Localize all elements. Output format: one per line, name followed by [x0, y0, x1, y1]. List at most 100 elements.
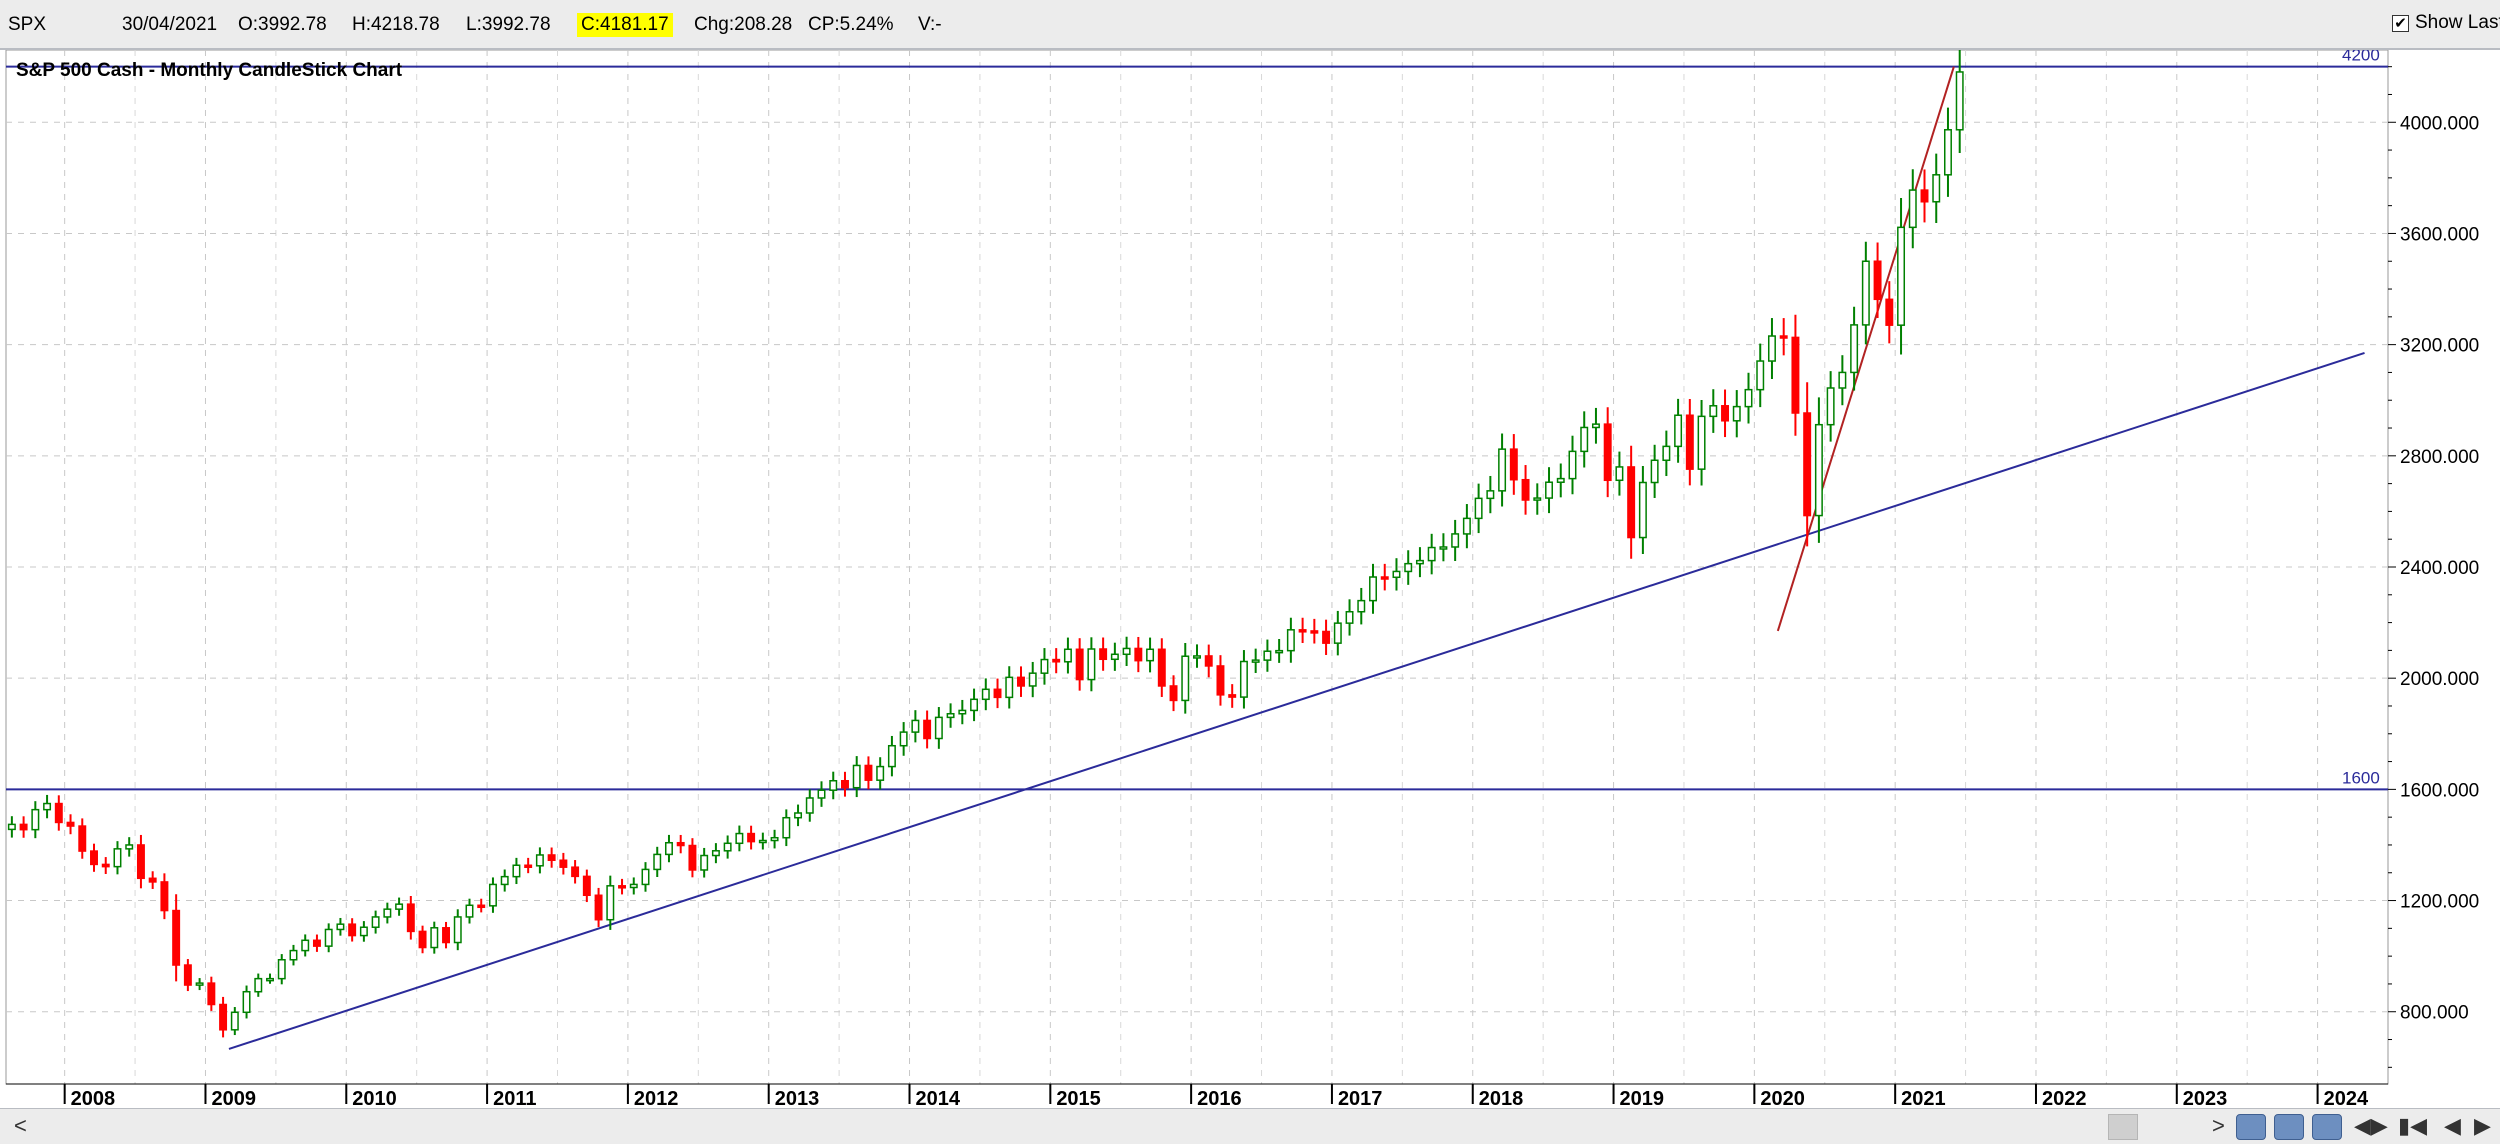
candle-up [1040, 658, 1049, 674]
candle-up [43, 802, 52, 811]
x-tick-label: 2019 [1620, 1088, 1665, 1108]
candle-up [465, 904, 474, 918]
chart-tool-icon[interactable] [2236, 1114, 2266, 1140]
candle-up [1591, 423, 1600, 429]
show-last-checkbox[interactable]: ✔ [2392, 14, 2409, 32]
candle-up [1709, 405, 1718, 418]
zoom-out-icon[interactable]: ◀▶ [2354, 1113, 2388, 1138]
step-left-icon[interactable]: ◀ [2444, 1113, 2461, 1138]
candle-up [829, 779, 838, 791]
candle-down [160, 881, 169, 912]
candle-up [324, 928, 333, 947]
y-tick-label: 800.000 [2400, 1003, 2469, 1024]
chart-scroll-bar[interactable]: < > ◀▶ ▮◀ ◀ ▶ [0, 1108, 2500, 1144]
candle-down [148, 877, 157, 883]
candle-up [946, 713, 955, 719]
chart-tool-icon[interactable] [2312, 1114, 2342, 1140]
candle-up [1239, 660, 1248, 698]
candle-down [78, 825, 87, 852]
x-tick-label: 2012 [634, 1088, 679, 1108]
x-tick-label: 2023 [2183, 1088, 2228, 1108]
candle-up [899, 731, 908, 747]
candle-down [582, 875, 591, 897]
candle-up [1744, 388, 1753, 408]
candle-down [1157, 648, 1166, 687]
candle-up [1767, 335, 1776, 362]
candle-up [1662, 445, 1671, 462]
candle-up [1674, 414, 1683, 448]
candle-up [758, 839, 767, 844]
candle-up [1756, 360, 1765, 391]
candle-down [1298, 629, 1307, 633]
candle-up [1943, 129, 1952, 176]
candle-up [641, 868, 650, 886]
candle-down [442, 927, 451, 944]
candle-down [864, 764, 873, 781]
candle-up [606, 885, 615, 921]
x-tick-label: 2011 [493, 1088, 536, 1108]
date-label: 30/04/2021 [122, 14, 218, 35]
candle-up [817, 789, 826, 799]
candle-down [1169, 685, 1178, 702]
candle-down [1685, 414, 1694, 470]
candle-down [1075, 648, 1084, 681]
candle-down [1322, 630, 1331, 644]
candlestick-chart[interactable]: 4200 1600 2008 2009 2010 2011 2012 2013 2014 201… [0, 50, 2500, 1108]
candle-down [1627, 466, 1636, 539]
candle-up [981, 688, 990, 701]
candle-up [383, 908, 392, 918]
candle-up [395, 903, 404, 910]
candle-down [923, 719, 932, 740]
candle-up [770, 836, 779, 842]
candle-up [277, 959, 286, 980]
candle-up [876, 765, 885, 781]
candle-down [90, 850, 98, 866]
candle-up [430, 927, 439, 949]
candle-up [195, 982, 204, 986]
candle-down [993, 688, 1002, 699]
x-tick-label: 2021 [1901, 1088, 1946, 1108]
candle-down [312, 939, 321, 947]
quote-info-bar: SPX 30/04/2021 O:3992.78 H:4218.78 L:399… [0, 0, 2500, 50]
candle-down [594, 894, 603, 921]
candle-down [207, 982, 216, 1006]
candle-up [1193, 655, 1201, 659]
candle-down [1052, 658, 1061, 663]
x-tick-label: 2013 [775, 1088, 820, 1108]
close-value: C:4181.17 [577, 13, 673, 37]
candle-down [219, 1003, 228, 1031]
scroll-right-button[interactable]: > [2212, 1113, 2225, 1138]
candle-up [1028, 672, 1037, 687]
candle-down [172, 909, 181, 966]
y-tick-label: 4000.000 [2400, 113, 2479, 134]
candle-up [1897, 226, 1906, 326]
candle-down [547, 854, 556, 861]
candle-down [136, 844, 145, 880]
candle-up [488, 883, 497, 907]
candle-up [653, 853, 662, 871]
candle-up [794, 812, 803, 819]
candle-up [1063, 648, 1072, 663]
trend-line [1776, 66, 1955, 632]
candle-up [113, 848, 122, 868]
candle-up [958, 709, 967, 715]
candle-down [1920, 189, 1929, 203]
candle-up [1732, 405, 1741, 422]
candle-up [723, 842, 732, 852]
scroll-thumb[interactable] [2108, 1114, 2138, 1140]
candle-up [125, 844, 134, 850]
candle-up [1357, 599, 1366, 613]
candle-up [31, 808, 40, 831]
show-last-toggle[interactable]: ✔ Show Last [2392, 12, 2500, 34]
candle-down [19, 823, 28, 831]
chart-tool-icon[interactable] [2274, 1114, 2304, 1140]
candle-up [453, 916, 462, 944]
go-first-icon[interactable]: ▮◀ [2398, 1113, 2428, 1138]
y-tick-label: 2800.000 [2400, 447, 2479, 468]
scroll-left-button[interactable]: < [14, 1113, 27, 1138]
candle-up [1615, 466, 1624, 482]
candle-down [1721, 405, 1730, 422]
step-right-icon[interactable]: ▶ [2474, 1113, 2491, 1138]
x-tick-label: 2022 [2042, 1088, 2087, 1108]
candle-down [477, 904, 486, 909]
